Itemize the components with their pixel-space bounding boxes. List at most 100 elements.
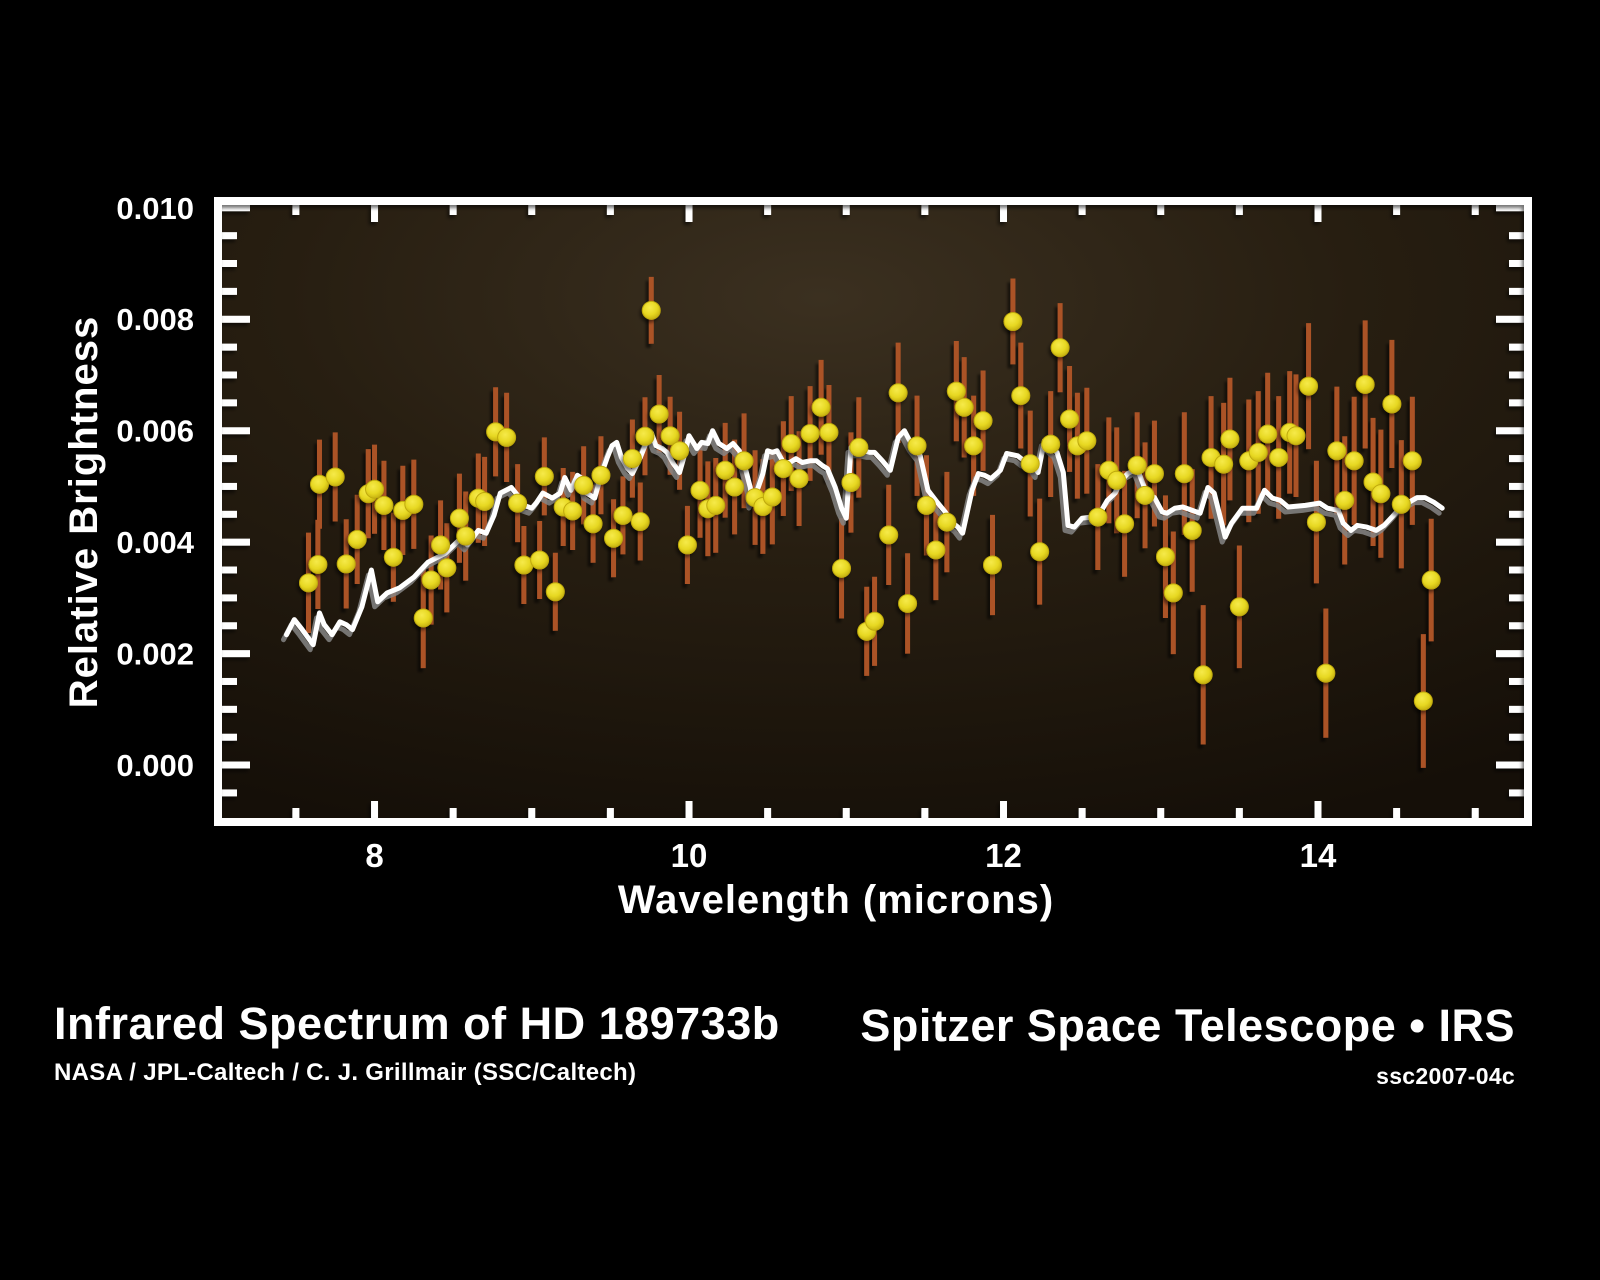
data-point	[374, 495, 394, 515]
data-point	[1327, 441, 1347, 461]
tick-labels: 0.000 0.002 0.004 0.006 0.008 0.010 8 10 12 14	[116, 191, 1337, 874]
y-tick-label: 0.000	[116, 748, 194, 783]
data-point	[690, 480, 710, 500]
data-point	[449, 508, 469, 528]
data-point	[781, 434, 801, 454]
data-point	[706, 495, 726, 515]
data-point	[1413, 691, 1433, 711]
data-point	[1258, 424, 1278, 444]
data-points	[298, 300, 1441, 711]
data-point	[670, 441, 690, 461]
data-point	[1355, 374, 1375, 394]
data-point	[641, 300, 661, 320]
data-point	[1344, 451, 1364, 471]
data-point	[1299, 376, 1319, 396]
data-point	[832, 558, 852, 578]
data-point	[635, 426, 655, 446]
data-point	[613, 505, 633, 525]
data-point	[325, 467, 345, 487]
data-point	[545, 582, 565, 602]
data-point	[946, 381, 966, 401]
data-point	[1144, 464, 1164, 484]
data-point	[954, 397, 974, 417]
data-point	[1306, 512, 1326, 532]
data-point	[1382, 394, 1402, 414]
caption-left: Infrared Spectrum of HD 189733b NASA / J…	[54, 1000, 780, 1087]
data-point	[715, 460, 735, 480]
data-point	[1229, 597, 1249, 617]
data-point	[622, 449, 642, 469]
y-tick-label: 0.004	[116, 525, 194, 560]
data-point	[762, 487, 782, 507]
data-point	[591, 465, 611, 485]
data-point	[1127, 455, 1147, 475]
data-point	[865, 611, 885, 631]
data-point	[907, 436, 927, 456]
caption-right: Spitzer Space Telescope • IRS ssc2007-04…	[860, 1002, 1515, 1090]
data-point	[1041, 434, 1061, 454]
release-id: ssc2007-04c	[1376, 1063, 1515, 1090]
data-point	[604, 528, 624, 548]
data-point	[1182, 520, 1202, 540]
data-point	[1214, 454, 1234, 474]
data-point	[534, 466, 554, 486]
x-tick-label: 14	[1300, 837, 1337, 874]
data-point	[508, 493, 528, 513]
data-point	[1316, 663, 1336, 683]
data-point	[888, 383, 908, 403]
data-point	[347, 529, 367, 549]
x-tick-label: 12	[985, 837, 1022, 874]
data-point	[437, 558, 457, 578]
data-point	[1220, 429, 1240, 449]
data-point	[1115, 514, 1135, 534]
mission-title: Spitzer Space Telescope • IRS	[860, 1000, 1515, 1051]
data-point	[630, 512, 650, 532]
plot-frame	[214, 197, 1532, 826]
data-point	[336, 554, 356, 574]
data-point	[456, 526, 476, 546]
data-point	[1371, 484, 1391, 504]
data-point	[413, 608, 433, 628]
data-point	[1030, 542, 1050, 562]
data-point	[530, 550, 550, 570]
data-point	[1174, 464, 1194, 484]
data-point	[983, 555, 1003, 575]
data-point	[789, 469, 809, 489]
data-point	[800, 423, 820, 443]
data-point	[497, 427, 517, 447]
data-point	[879, 525, 899, 545]
data-point	[1193, 665, 1213, 685]
data-point	[563, 501, 583, 521]
data-point	[1391, 494, 1411, 514]
data-point	[1011, 386, 1031, 406]
data-point	[514, 555, 534, 575]
data-point	[583, 514, 603, 534]
data-point	[1077, 431, 1097, 451]
data-point	[1286, 426, 1306, 446]
data-point	[1107, 470, 1127, 490]
data-point	[811, 397, 831, 417]
y-tick-label: 0.008	[116, 302, 194, 337]
data-point	[1163, 583, 1183, 603]
axis-ticks	[222, 204, 1524, 818]
data-point	[298, 573, 318, 593]
data-point	[1020, 454, 1040, 474]
data-point	[660, 426, 680, 446]
data-point	[308, 554, 328, 574]
data-point	[1060, 409, 1080, 429]
data-point	[926, 540, 946, 560]
x-axis-title: Wavelength (microns)	[618, 878, 1054, 922]
data-point	[1269, 447, 1289, 467]
data-point	[849, 437, 869, 457]
y-tick-label: 0.010	[116, 191, 194, 226]
data-point	[365, 479, 385, 499]
data-point	[1248, 442, 1268, 462]
data-point	[649, 404, 669, 424]
data-point	[964, 436, 984, 456]
data-point	[1335, 490, 1355, 510]
data-point	[819, 422, 839, 442]
data-point	[841, 473, 861, 493]
data-point	[677, 535, 697, 555]
plot-background	[214, 197, 1532, 826]
